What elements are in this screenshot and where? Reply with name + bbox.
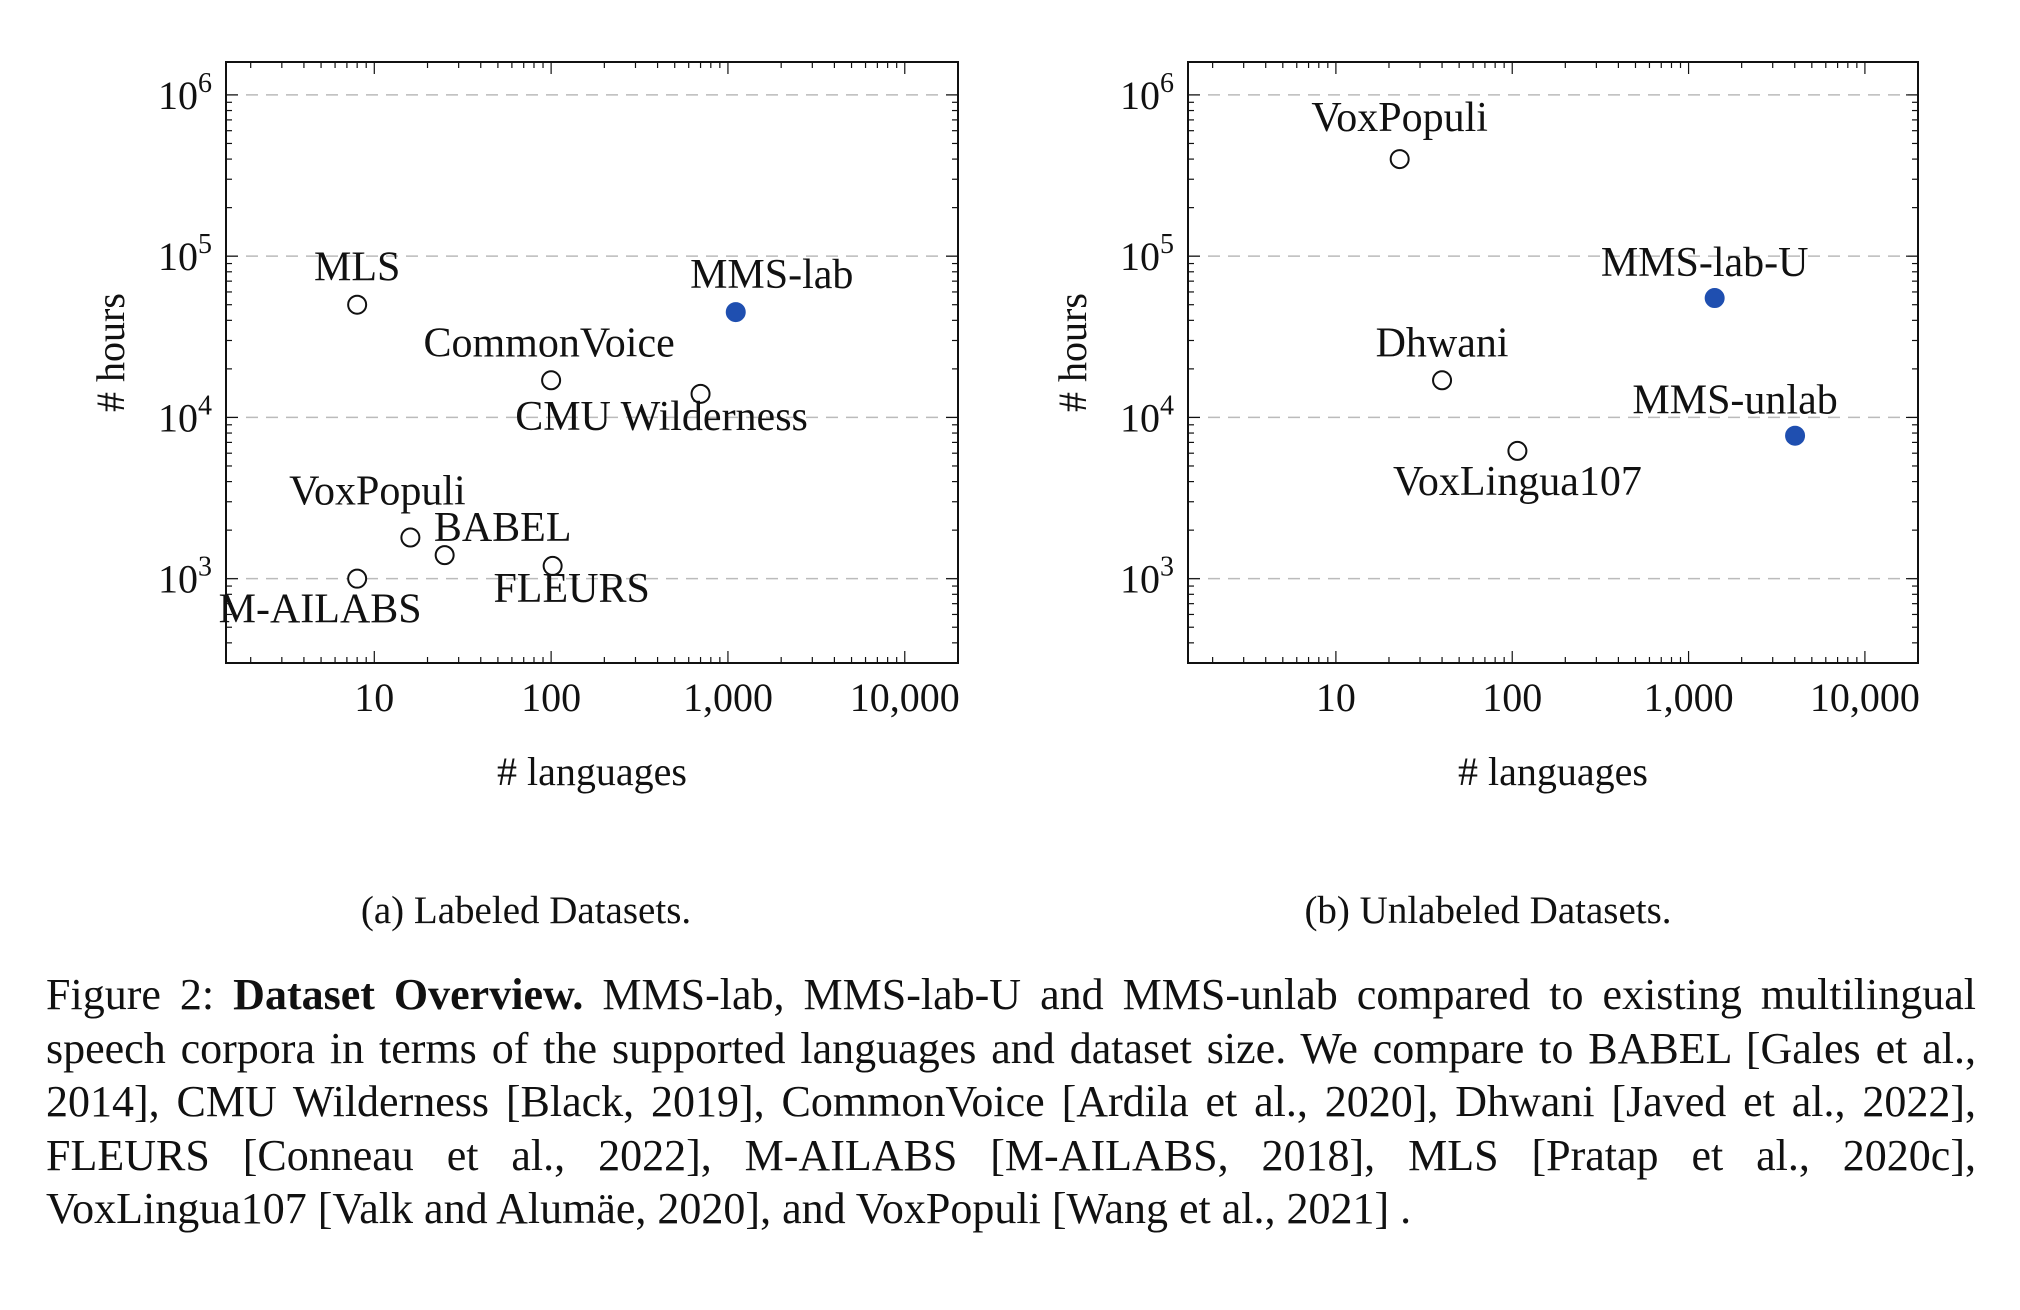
y-axis-label: # hours	[1050, 293, 1095, 412]
point-label: FLEURS	[493, 566, 649, 612]
y-axis-label: # hours	[88, 293, 133, 412]
y-tick-label: 103	[158, 552, 212, 602]
x-tick-label: 1,000	[683, 675, 773, 720]
x-tick-label: 1,000	[1644, 675, 1734, 720]
x-axis-label: # languages	[497, 749, 687, 794]
chart-labeled-datasets: 103 104 105 106 10 100 1,000 10,000 # languages #…	[88, 61, 960, 794]
point-label: CommonVoice	[424, 320, 675, 366]
x-tick-label: 10	[1316, 675, 1356, 720]
data-point	[725, 302, 746, 323]
point-label: Dhwani	[1376, 320, 1509, 366]
y-tick-label: 106	[1120, 68, 1174, 118]
y-tick-label: 105	[1120, 229, 1174, 279]
data-point	[347, 294, 368, 315]
x-tick-label: 10,000	[1810, 675, 1920, 720]
data-point	[1704, 288, 1725, 309]
x-tick-label: 100	[521, 675, 581, 720]
caption-prefix: Figure 2:	[46, 970, 234, 1019]
subcaption-labeled: (a) Labeled Datasets.	[360, 889, 692, 932]
x-tick-label: 10,000	[850, 675, 960, 720]
x-axis-label: # languages	[1458, 749, 1648, 794]
plot-frame	[225, 61, 959, 664]
data-point	[1507, 440, 1528, 461]
subcaption-unlabeled: (b) Unlabeled Datasets.	[1304, 889, 1672, 932]
y-tick-label: 103	[1120, 552, 1174, 602]
data-point	[400, 527, 421, 548]
y-tick-label: 106	[158, 68, 212, 118]
data-point	[1432, 370, 1453, 391]
data-point	[347, 568, 368, 589]
data-point	[434, 545, 455, 566]
y-tick-label: 104	[158, 390, 212, 440]
data-point	[542, 555, 563, 576]
point-label: VoxPopuli	[1311, 95, 1488, 141]
caption-body: MMS-lab, MMS-lab-U and MMS-unlab compare…	[46, 970, 1976, 1233]
point-label: MMS-unlab	[1632, 378, 1837, 424]
point-label: VoxPopuli	[289, 469, 466, 515]
point-label: BABEL	[434, 505, 572, 551]
point-label: VoxLingua107	[1393, 459, 1642, 505]
data-point	[1785, 425, 1806, 446]
data-point	[1389, 149, 1410, 170]
caption-title: Dataset Overview.	[233, 970, 584, 1019]
y-tick-label: 105	[158, 229, 212, 279]
point-label: CMU Wilderness	[515, 394, 808, 440]
chart-unlabeled-datasets: 103 104 105 106 10 100 1,000 10,000 # languages #…	[1050, 61, 1920, 794]
x-tick-label: 10	[354, 675, 394, 720]
y-tick-label: 104	[1120, 390, 1174, 440]
point-label: M-AILABS	[219, 587, 422, 633]
point-label: MMS-lab-U	[1601, 240, 1809, 286]
plot-frame	[1187, 61, 1919, 664]
data-point	[541, 370, 562, 391]
point-label: MMS-lab	[690, 252, 853, 298]
data-point	[690, 383, 711, 404]
figure-caption: Figure 2: Dataset Overview. MMS-lab, MMS…	[46, 968, 1976, 1236]
x-tick-label: 100	[1482, 675, 1542, 720]
point-label: MLS	[314, 245, 400, 291]
